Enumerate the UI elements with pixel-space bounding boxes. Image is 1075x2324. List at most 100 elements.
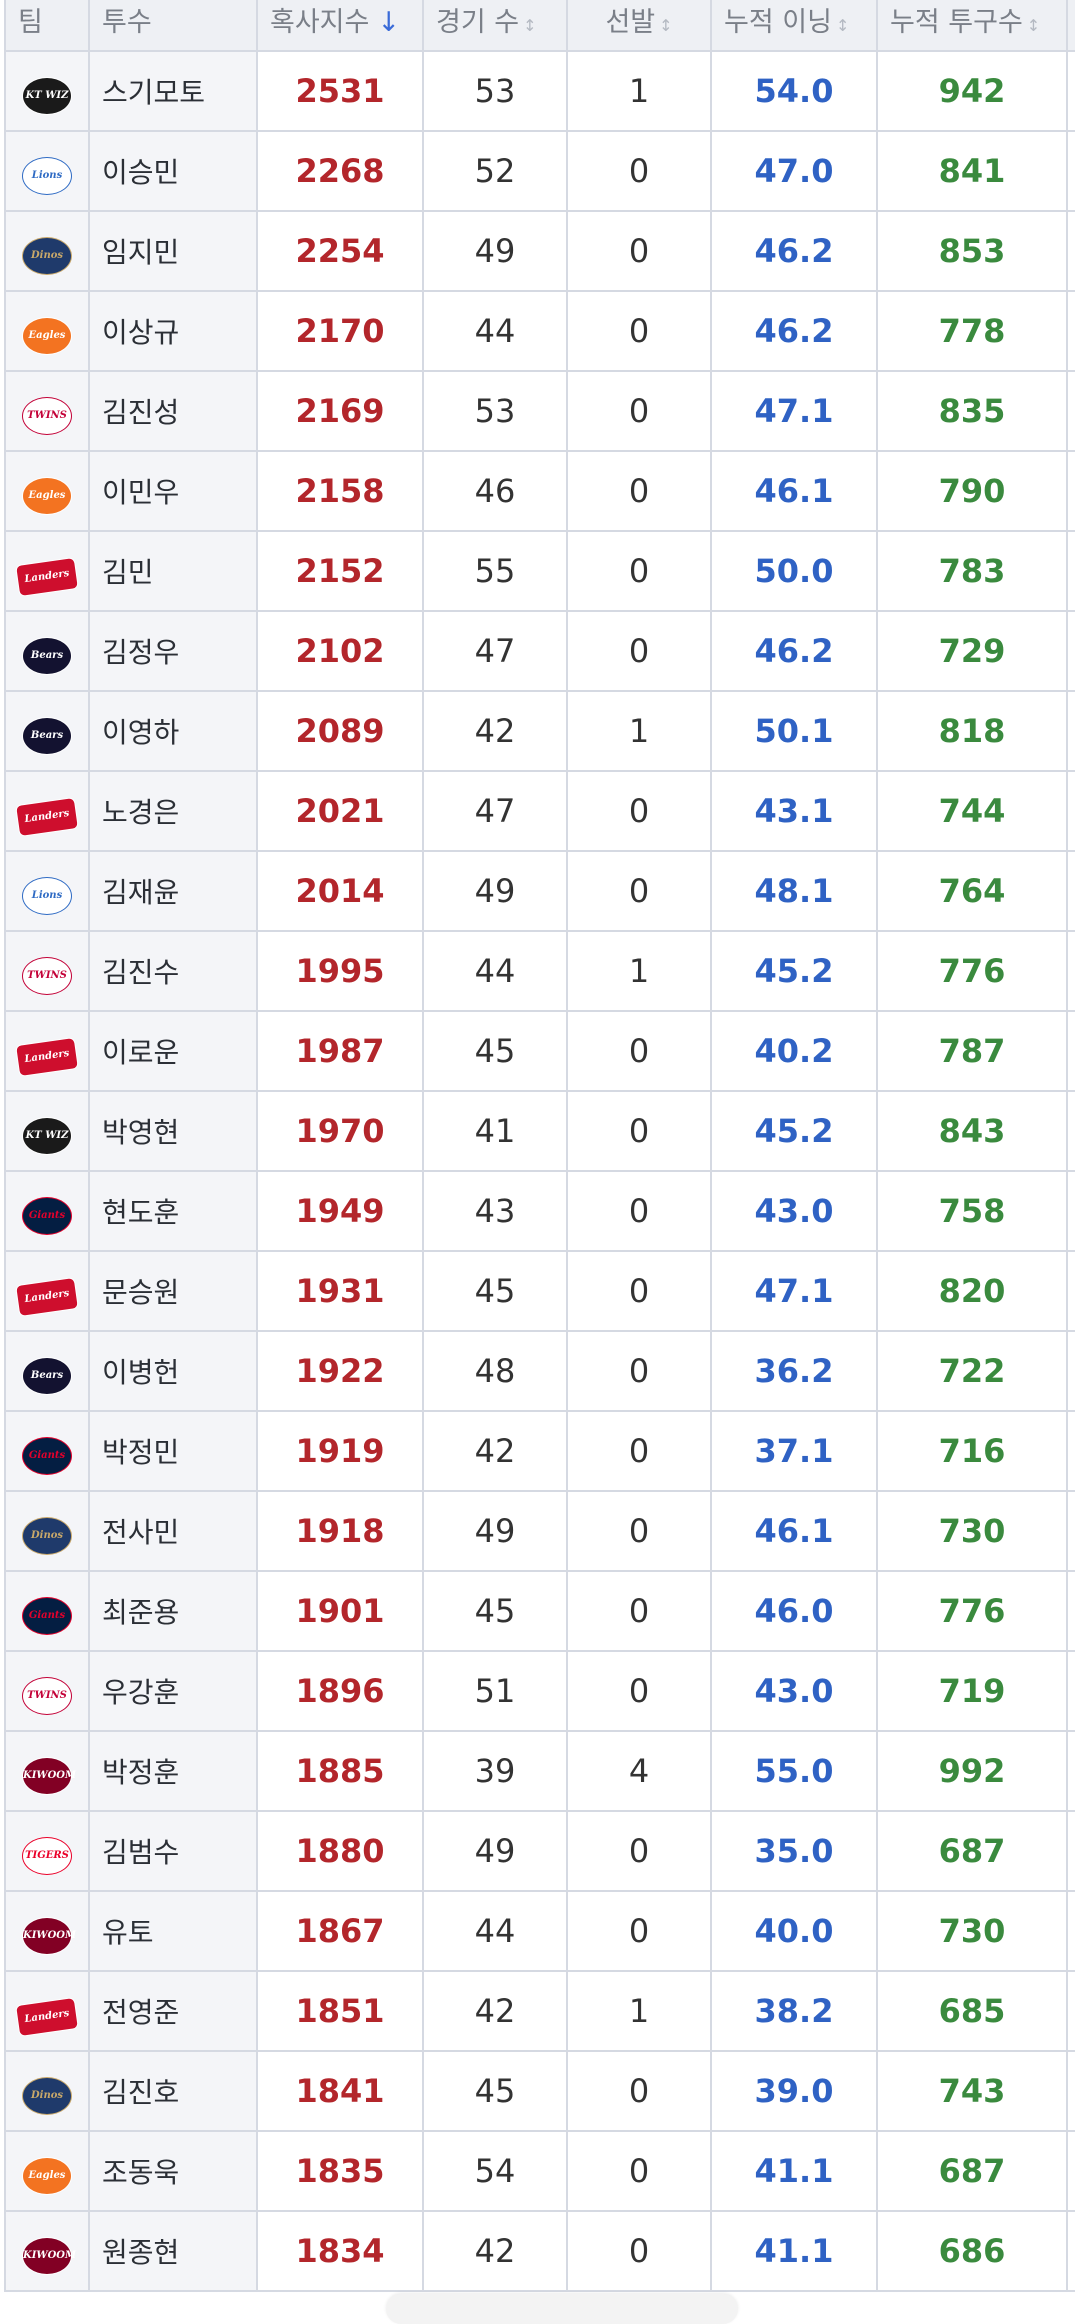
table-row[interactable]: KIWOOM 원종현 1834 42 0 41.1 686 — [4, 2210, 1075, 2292]
table-row[interactable]: Bears 이병헌 1922 48 0 36.2 722 — [4, 1330, 1075, 1412]
pitcher-name: 우강훈 — [88, 1650, 258, 1732]
games-value: 44 — [422, 930, 568, 1012]
extra-cell — [1066, 930, 1075, 1012]
table-row[interactable]: KT WIZ 박영현 1970 41 0 45.2 843 — [4, 1090, 1075, 1172]
column-header-team[interactable]: 팀 — [4, 0, 90, 52]
table-row[interactable]: Dinos 김진호 1841 45 0 39.0 743 — [4, 2050, 1075, 2132]
pitches-value: 719 — [876, 1650, 1068, 1732]
games-value: 45 — [422, 1250, 568, 1332]
column-header-hexa[interactable]: 혹사지수 ↓ — [256, 0, 424, 52]
table-row[interactable]: Landers 이로운 1987 45 0 40.2 787 — [4, 1010, 1075, 1092]
table-row[interactable]: Giants 최준용 1901 45 0 46.0 776 — [4, 1570, 1075, 1652]
pitcher-name: 박정민 — [88, 1410, 258, 1492]
pitches-value: 843 — [876, 1090, 1068, 1172]
table-row[interactable]: Eagles 조동욱 1835 54 0 41.1 687 — [4, 2130, 1075, 2212]
bottom-sheet-handle[interactable] — [386, 2294, 738, 2324]
team-logo-icon: KIWOOM — [22, 1916, 76, 1955]
team-cell: KIWOOM — [4, 1730, 90, 1812]
column-header-pitcher[interactable]: 투수 — [88, 0, 258, 52]
extra-cell — [1066, 690, 1075, 772]
starts-value: 0 — [566, 1010, 712, 1092]
table-row[interactable]: Lions 이승민 2268 52 0 47.0 841 — [4, 130, 1075, 212]
table-row[interactable]: Bears 이영하 2089 42 1 50.1 818 — [4, 690, 1075, 772]
pitcher-name: 최준용 — [88, 1570, 258, 1652]
table-row[interactable]: KIWOOM 박정훈 1885 39 4 55.0 992 — [4, 1730, 1075, 1812]
team-cell: Landers — [4, 770, 90, 852]
table-row[interactable]: Dinos 전사민 1918 49 0 46.1 730 — [4, 1490, 1075, 1572]
table-row[interactable]: Eagles 이민우 2158 46 0 46.1 790 — [4, 450, 1075, 532]
team-logo-icon: Bears — [22, 1356, 72, 1395]
table-row[interactable]: Landers 김민 2152 55 0 50.0 783 — [4, 530, 1075, 612]
table-row[interactable]: Dinos 임지민 2254 49 0 46.2 853 — [4, 210, 1075, 292]
team-logo-icon: Eagles — [22, 476, 72, 515]
table-row[interactable]: TWINS 김진수 1995 44 1 45.2 776 — [4, 930, 1075, 1012]
games-value: 45 — [422, 1570, 568, 1652]
pitcher-name: 이병헌 — [88, 1330, 258, 1412]
extra-cell — [1066, 850, 1075, 932]
team-logo-icon: Landers — [15, 556, 79, 598]
table-row[interactable]: Giants 현도훈 1949 43 0 43.0 758 — [4, 1170, 1075, 1252]
games-value: 49 — [422, 1810, 568, 1892]
column-header-pitches[interactable]: 누적 투구수 ↕ — [876, 0, 1068, 52]
team-cell: Lions — [4, 130, 90, 212]
team-logo-icon: Dinos — [22, 2076, 72, 2115]
table-row[interactable]: TIGERS 김범수 1880 49 0 35.0 687 — [4, 1810, 1075, 1892]
column-header-games[interactable]: 경기 수 ↕ — [422, 0, 568, 52]
games-value: 42 — [422, 690, 568, 772]
hexa-value: 2152 — [256, 530, 424, 612]
innings-value: 43.0 — [710, 1170, 878, 1252]
table-row[interactable]: Bears 김정우 2102 47 0 46.2 729 — [4, 610, 1075, 692]
team-logo-icon: Dinos — [22, 236, 72, 275]
team-cell: Giants — [4, 1570, 90, 1652]
sort-icon[interactable]: ↕ — [523, 16, 537, 35]
team-logo-icon: Landers — [15, 1276, 79, 1318]
table-body: KT WIZ 스기모토 2531 53 1 54.0 942 Lions 이승민 2268 52 0 4… — [4, 50, 1075, 2292]
hexa-value: 2089 — [256, 690, 424, 772]
team-cell: Eagles — [4, 450, 90, 532]
table-row[interactable]: KT WIZ 스기모토 2531 53 1 54.0 942 — [4, 50, 1075, 132]
extra-cell — [1066, 450, 1075, 532]
team-logo-icon: Landers — [15, 796, 79, 838]
table-row[interactable]: Eagles 이상규 2170 44 0 46.2 778 — [4, 290, 1075, 372]
innings-value: 55.0 — [710, 1730, 878, 1812]
team-logo-icon: KT WIZ — [22, 1116, 72, 1155]
pitches-value: 783 — [876, 530, 1068, 612]
column-header-starts[interactable]: 선발 ↕ — [566, 0, 712, 52]
starts-value: 0 — [566, 2130, 712, 2212]
table-row[interactable]: Lions 김재윤 2014 49 0 48.1 764 — [4, 850, 1075, 932]
hexa-value: 1901 — [256, 1570, 424, 1652]
column-header-extra — [1066, 0, 1075, 52]
pitches-value: 722 — [876, 1330, 1068, 1412]
innings-value: 41.1 — [710, 2210, 878, 2292]
column-header-innings[interactable]: 누적 이닝 ↕ — [710, 0, 878, 52]
innings-value: 46.1 — [710, 450, 878, 532]
starts-value: 1 — [566, 930, 712, 1012]
pitcher-name: 스기모토 — [88, 50, 258, 132]
innings-value: 48.1 — [710, 850, 878, 932]
sort-icon[interactable]: ↕ — [1026, 16, 1041, 35]
extra-cell — [1066, 1170, 1075, 1252]
pitcher-name: 전사민 — [88, 1490, 258, 1572]
column-header-label: 누적 이닝 — [724, 7, 832, 38]
table-row[interactable]: Landers 문승원 1931 45 0 47.1 820 — [4, 1250, 1075, 1332]
starts-value: 0 — [566, 370, 712, 452]
innings-value: 46.0 — [710, 1570, 878, 1652]
team-logo-icon: Landers — [15, 1996, 79, 2038]
team-logo-icon: Landers — [15, 1036, 79, 1078]
sort-descending-icon[interactable]: ↓ — [377, 7, 400, 38]
sort-icon[interactable]: ↕ — [835, 16, 850, 35]
starts-value: 0 — [566, 1810, 712, 1892]
sort-icon[interactable]: ↕ — [659, 16, 673, 35]
starts-value: 1 — [566, 690, 712, 772]
team-logo-icon: Lions — [22, 156, 72, 195]
table-row[interactable]: KIWOOM 유토 1867 44 0 40.0 730 — [4, 1890, 1075, 1972]
team-cell: Bears — [4, 1330, 90, 1412]
table-row[interactable]: TWINS 우강훈 1896 51 0 43.0 719 — [4, 1650, 1075, 1732]
innings-value: 47.1 — [710, 1250, 878, 1332]
table-row[interactable]: Landers 전영준 1851 42 1 38.2 685 — [4, 1970, 1075, 2052]
column-header-label: 선발 — [605, 7, 656, 38]
table-row[interactable]: Giants 박정민 1919 42 0 37.1 716 — [4, 1410, 1075, 1492]
table-row[interactable]: TWINS 김진성 2169 53 0 47.1 835 — [4, 370, 1075, 452]
games-value: 49 — [422, 850, 568, 932]
table-row[interactable]: Landers 노경은 2021 47 0 43.1 744 — [4, 770, 1075, 852]
